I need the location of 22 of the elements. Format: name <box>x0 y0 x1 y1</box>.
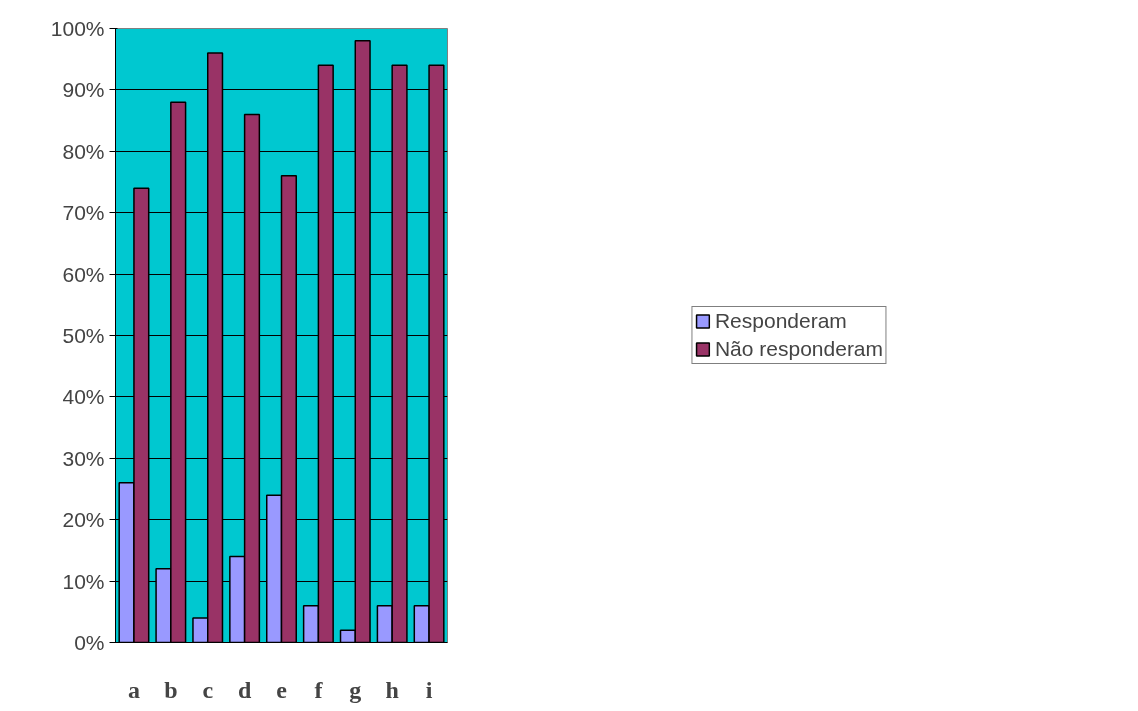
x-tick-label: i <box>425 676 433 703</box>
x-tick-label: c <box>202 676 214 703</box>
y-tick-label: 70% <box>62 201 105 225</box>
x-tick-label: g <box>349 676 362 703</box>
legend-label: Não responderam <box>714 337 884 361</box>
y-tick-label: 80% <box>62 139 105 163</box>
y-tick-label: 30% <box>62 446 105 470</box>
y-tick-label: 60% <box>62 262 105 286</box>
y-tick-label: 100% <box>50 17 105 40</box>
y-tick-label: 20% <box>62 508 105 532</box>
y-tick-label: 40% <box>62 385 105 409</box>
y-tick-label: 10% <box>62 569 105 593</box>
legend-label: Responderam <box>714 309 847 333</box>
y-tick-label: 0% <box>74 631 105 654</box>
x-tick-label: a <box>127 676 140 703</box>
x-tick-label: d <box>237 676 252 703</box>
x-tick-label: b <box>164 676 178 703</box>
x-tick-label: h <box>385 676 399 703</box>
y-tick-label: 50% <box>62 324 105 347</box>
x-tick-label: f <box>314 676 324 703</box>
y-tick-label: 90% <box>62 78 105 102</box>
x-tick-label: e <box>276 676 288 703</box>
